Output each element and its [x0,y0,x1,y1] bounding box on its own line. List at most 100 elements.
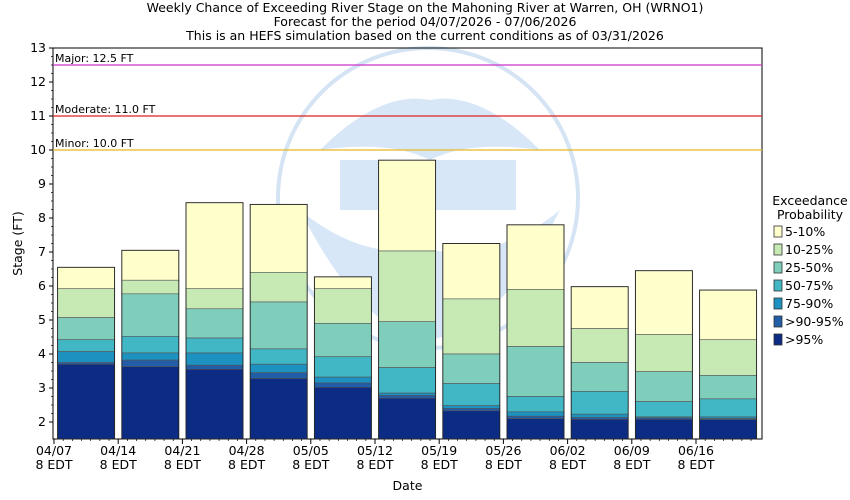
bar-segment-50-75 [121,336,180,354]
x-tick-date: 05/26 [485,443,521,458]
bar-segment-5-10 [57,266,115,290]
bar-segment-5-10 [378,159,436,252]
y-tick-label: 7 [38,244,46,259]
bar-segment-5-10 [635,270,693,335]
x-tick-time: 8 EDT [485,457,522,472]
week-bar [634,270,693,440]
bar-segment-90-95 [185,364,244,370]
bar-segment-10-25 [185,288,244,310]
x-tick-date: 06/16 [678,443,714,458]
legend-item: 25-50% [773,260,833,275]
bar-segment-90-95 [442,408,501,412]
bar-segment-25-50 [442,353,501,384]
bar-segment-75-90 [442,405,501,409]
bar-outline [313,276,372,440]
bar-outline [570,286,629,440]
legend-item: 5-10% [773,224,825,239]
x-tick-time: 8 EDT [677,457,714,472]
week-bar [699,289,758,440]
legend-item: 10-25% [773,242,833,257]
bar-segment-75-90 [121,352,180,361]
bar-segment-75-90 [570,413,629,418]
bar-segment-90-95 [506,415,565,419]
bar-segment-75-90 [57,351,115,363]
bar-segment-75-90 [185,352,244,366]
x-tick-date: 05/12 [357,443,393,458]
week-bar [442,243,501,440]
y-tick-label: 3 [38,380,46,395]
bar-segment-50-75 [506,396,565,413]
bar-segment-5-10 [570,286,629,329]
bar-outline [378,159,437,440]
bar-segment-95 [57,363,115,440]
bar-segment-10-25 [570,328,629,363]
bar-segment-25-50 [314,323,372,358]
legend-label: 75-90% [785,296,833,311]
x-tick-time: 8 EDT [613,457,650,472]
x-tick-time: 8 EDT [100,457,137,472]
threshold-label: Minor: 10.0 FT [55,137,134,150]
bar-outline [57,266,116,440]
legend-title-line-1: Exceedance [772,193,848,208]
chart-title: Weekly Chance of Exceeding River Stage o… [147,0,704,43]
x-tick-time: 8 EDT [164,457,201,472]
title-line-2: Forecast for the period 04/07/2026 - 07/… [274,14,577,29]
bars-layer [57,159,758,440]
bar-segment-50-75 [442,383,501,406]
threshold-label: Major: 12.5 FT [55,52,134,65]
bar-segment-50-75 [314,356,372,378]
bar-segment-25-50 [570,362,629,392]
bar-segment-95 [506,418,565,440]
week-bar [378,159,437,440]
bar-segment-75-90 [249,363,308,374]
x-tick-date: 04/21 [164,443,200,458]
bar-segment-50-75 [635,401,693,418]
bar-segment-10-25 [249,272,308,303]
legend-label: 50-75% [785,278,833,293]
bar-outline [699,289,758,440]
bar-outline [121,249,180,440]
bar-segment-95 [314,387,372,440]
x-tick-date: 05/19 [421,443,457,458]
bar-segment-50-75 [570,391,629,415]
bar-segment-90-95 [314,382,372,388]
y-tick-label: 11 [30,108,46,123]
bar-segment-10-25 [121,279,180,295]
legend-label: >90-95% [785,314,844,329]
x-tick-date: 06/02 [550,443,586,458]
bar-segment-10-25 [314,288,372,324]
x-tick-time: 8 EDT [292,457,329,472]
legend-swatch [773,225,783,238]
bar-segment-25-50 [635,371,693,402]
legend-swatch [773,333,783,346]
week-bar [313,276,372,440]
bar-segment-50-75 [378,367,436,394]
week-bar [57,266,116,440]
bar-segment-90-95 [378,395,436,399]
bar-segment-25-50 [249,301,308,350]
week-bar [506,224,565,440]
x-tick-time: 8 EDT [356,457,393,472]
x-tick-date: 04/07 [36,443,72,458]
bar-segment-10-25 [378,250,436,322]
bar-segment-50-75 [699,398,757,418]
bar-segment-75-90 [314,376,372,384]
bar-segment-5-10 [185,202,244,290]
x-tick-time: 8 EDT [35,457,72,472]
legend-swatch [773,279,783,292]
y-tick-label: 10 [30,142,46,157]
x-axis-title: Date [393,478,423,493]
week-bar [570,286,629,440]
bar-segment-25-50 [185,308,244,339]
x-tick-time: 8 EDT [421,457,458,472]
bar-segment-95 [249,378,308,440]
bar-segment-50-75 [185,337,244,354]
legend-label: 25-50% [785,260,833,275]
legend-swatch [773,261,783,274]
bar-segment-95 [378,397,436,440]
legend-swatch [773,315,783,328]
legend-label: 10-25% [785,242,833,257]
bar-segment-5-10 [699,289,757,341]
